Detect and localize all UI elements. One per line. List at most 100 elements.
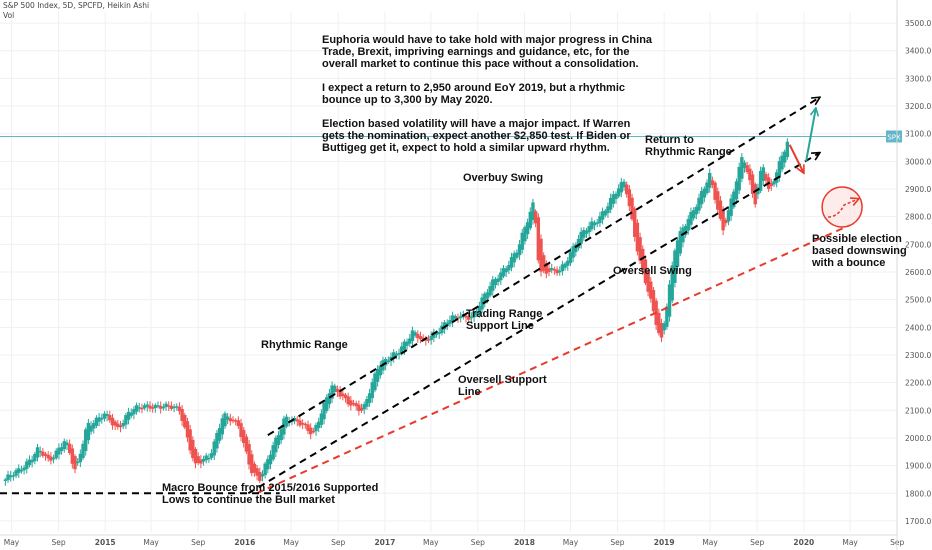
candle-body [437, 332, 441, 334]
candle-body [132, 409, 136, 415]
candle-body [400, 346, 404, 354]
candle-body [183, 414, 187, 428]
candle-body [169, 405, 174, 409]
x-tick-label: 2017 [374, 538, 395, 547]
candle-body [708, 172, 712, 188]
y-tick-label: 2400.0 [905, 323, 931, 332]
candle-body [541, 255, 546, 271]
y-tick-label: 2200.0 [905, 379, 931, 388]
annotation-macro-bounce: Macro Bounce from 2015/2016 Supported Lo… [162, 482, 379, 506]
candle-body [255, 468, 259, 476]
candle-body [284, 416, 289, 427]
candle-body [646, 271, 650, 292]
candle-body [740, 157, 744, 179]
candle-body [742, 162, 747, 168]
candle-body [370, 382, 374, 399]
candle-body [319, 413, 324, 425]
candle-body [758, 170, 763, 191]
candle-body [622, 181, 626, 188]
candle-body [70, 448, 75, 464]
candle-body [705, 182, 709, 194]
candle-body [772, 181, 776, 185]
candle-body [322, 402, 326, 420]
candle-body [391, 352, 396, 360]
candle-body [630, 197, 634, 220]
candle-body [697, 197, 701, 211]
candle-body [627, 189, 632, 207]
candle-body [689, 211, 693, 225]
candle-body [600, 211, 605, 220]
candle-body [164, 403, 168, 408]
candle-body [405, 341, 409, 346]
y-tick-label: 1800.0 [905, 489, 931, 498]
candle-body [523, 227, 527, 242]
y-tick-label: 3000.0 [905, 157, 931, 166]
candle-body [737, 166, 741, 191]
candle-body [274, 437, 278, 453]
candle-body [81, 443, 85, 459]
candle-body [271, 445, 275, 460]
candle-body [539, 238, 543, 272]
trend-lines: SPX [0, 98, 902, 495]
candle-body [317, 421, 321, 429]
y-tick-label: 2000.0 [905, 434, 931, 443]
candle-body [785, 141, 790, 158]
candle-body [207, 457, 211, 460]
annotation-overbuy-swing: Overbuy Swing [463, 172, 544, 184]
y-tick-label: 3400.0 [905, 47, 931, 56]
candle-body [167, 405, 171, 407]
candle-body [188, 429, 192, 451]
candle-body [282, 418, 286, 435]
candle-body [466, 316, 471, 320]
candle-body [134, 405, 139, 412]
candle-body [448, 320, 452, 325]
candle-body [11, 475, 16, 477]
candle-body [258, 471, 262, 481]
candle-body [568, 252, 573, 264]
y-tick-label: 3200.0 [905, 102, 931, 111]
candle-body [209, 453, 214, 458]
candle-body [491, 279, 495, 291]
candle-body [576, 238, 581, 249]
candle-body [351, 402, 356, 405]
candle-body [683, 225, 688, 235]
candle-body [721, 209, 725, 231]
x-tick-label: May [423, 538, 439, 547]
candle-body [413, 332, 417, 336]
candle-body [225, 416, 230, 420]
candle-body [233, 420, 238, 422]
candle-body [595, 222, 599, 224]
candle-body [362, 404, 366, 410]
candle-body [27, 459, 32, 466]
candle-body [292, 418, 297, 421]
candle-body [244, 436, 249, 452]
candle-body [325, 397, 329, 411]
candle-body [142, 405, 147, 409]
candle-body [260, 473, 265, 477]
candle-body [359, 407, 364, 411]
candle-body [217, 428, 222, 441]
candle-body [699, 191, 704, 205]
candle-body [38, 450, 42, 453]
candle-body [716, 191, 720, 210]
candle-body [59, 447, 64, 452]
candle-body [357, 404, 361, 412]
candle-body [686, 219, 690, 231]
x-tick-label: May [283, 538, 299, 547]
candle-body [560, 264, 565, 272]
candle-body [153, 404, 158, 408]
candle-body [520, 232, 524, 250]
candle-body [231, 419, 235, 422]
candle-body [185, 421, 190, 438]
annotation-outlook: Euphoria would have to take hold with ma… [322, 34, 653, 154]
candle-body [175, 406, 179, 408]
x-tick-label: Sep [471, 538, 485, 547]
candle-body [710, 180, 715, 185]
candle-body [673, 250, 677, 283]
candle-body [641, 248, 645, 271]
annotation-election-downswing: Possible election based downswing with a… [812, 233, 907, 269]
candle-body [587, 226, 591, 233]
candle-body [783, 151, 787, 163]
candle-body [156, 405, 160, 407]
x-tick-label: Sep [610, 538, 624, 547]
